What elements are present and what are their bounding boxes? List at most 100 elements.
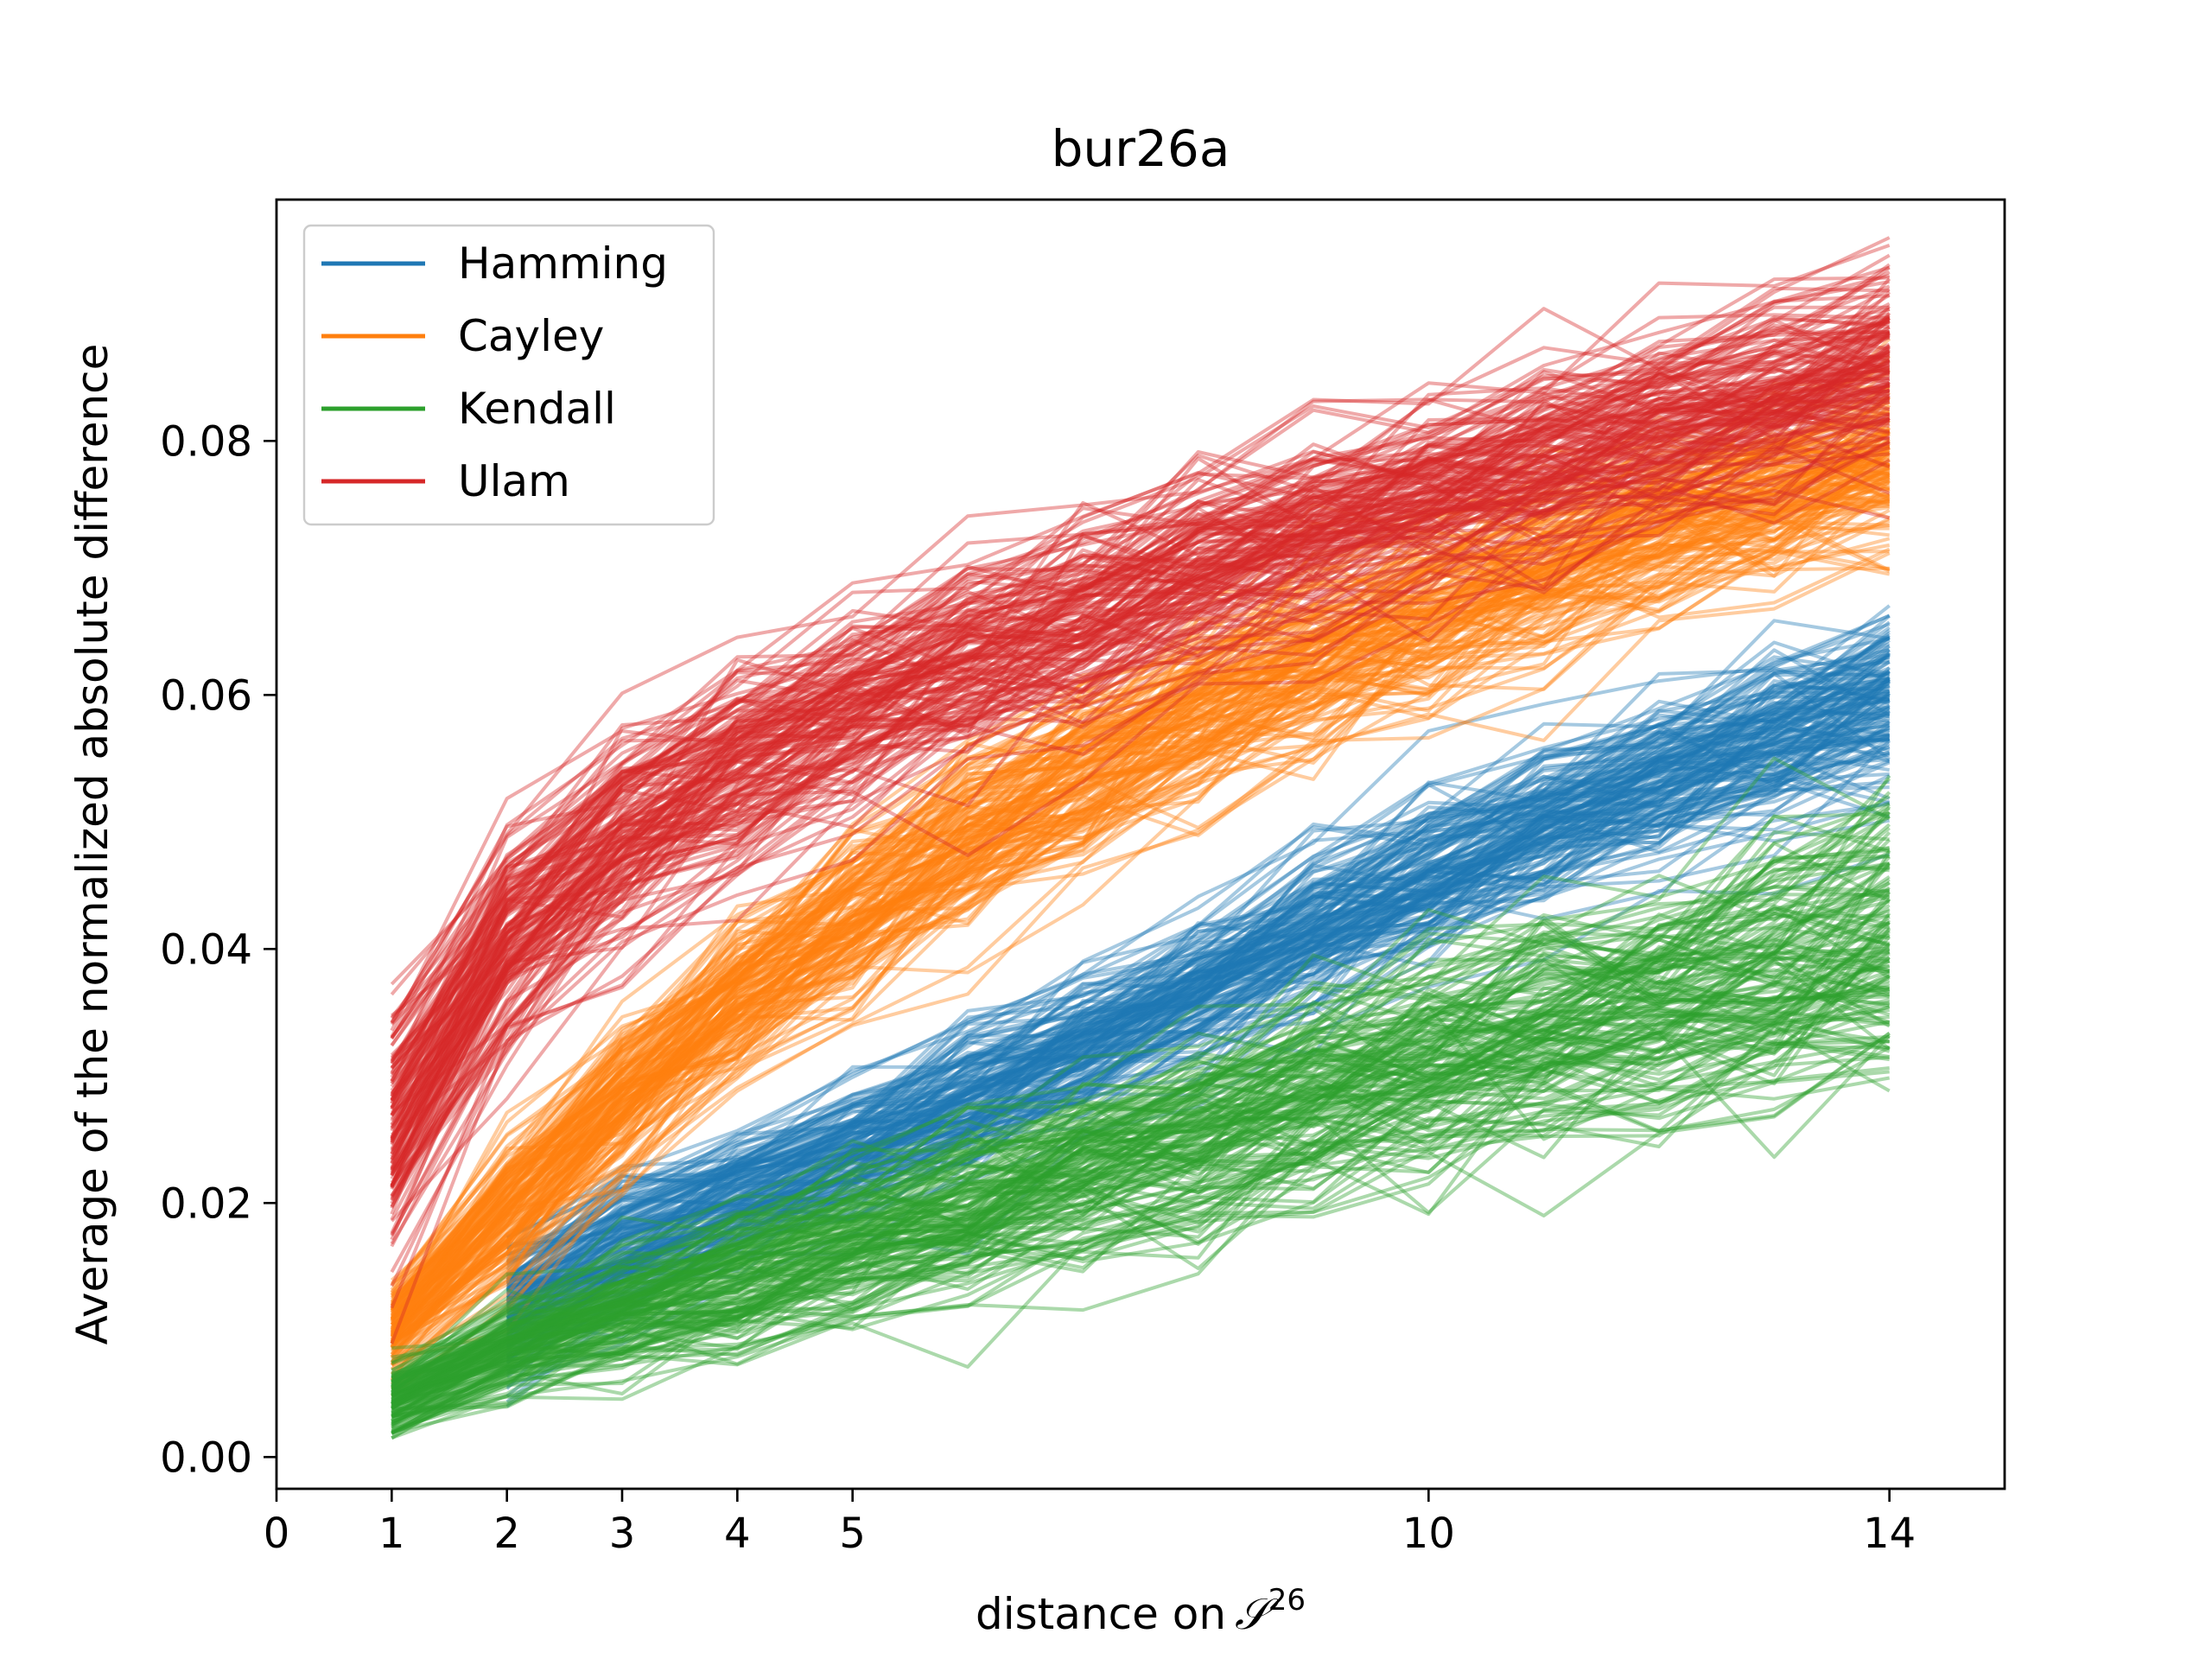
series-line (390, 380, 1891, 1199)
y-axis-label: Average of the normalized absolute diffe… (67, 344, 118, 1345)
series-line (505, 715, 1891, 1390)
series-line (390, 441, 1891, 1318)
series-line (390, 265, 1891, 1032)
series-line (505, 670, 1891, 1319)
series-line (506, 736, 1890, 1289)
y-tick-label: 0.04 (160, 925, 252, 974)
series-line (505, 677, 1891, 1306)
series-line (390, 337, 1891, 1286)
series-line (390, 342, 1891, 1140)
series-line (391, 958, 1891, 1411)
series-line (390, 412, 1890, 1236)
x-tick-label: 5 (839, 1510, 866, 1558)
series-line (390, 382, 1891, 1126)
series-line (391, 918, 1891, 1411)
series-line (505, 690, 1890, 1286)
series-line (391, 960, 1891, 1418)
series-line (390, 396, 1891, 1345)
series-line (391, 517, 1891, 1341)
series-line (390, 430, 1891, 1332)
series-line (390, 365, 1890, 1063)
series-line (390, 440, 1891, 1322)
series-line (391, 899, 1891, 1380)
series-line (390, 498, 1891, 1329)
series-line (391, 376, 1890, 1060)
series-line (390, 400, 1891, 1312)
series-line (390, 437, 1891, 1310)
series-line (390, 359, 1891, 1161)
series-line (391, 992, 1890, 1434)
series-line (391, 546, 1891, 1366)
series-line (390, 349, 1891, 1152)
series-line (506, 721, 1891, 1301)
series-line (506, 705, 1890, 1304)
series-line (390, 351, 1891, 1187)
series-line (390, 444, 1891, 1287)
x-axis-label-superscript: 26 (1268, 1583, 1306, 1618)
series-line (391, 494, 1890, 1351)
series-line (390, 502, 1890, 1333)
series-line (391, 442, 1891, 1326)
series-line (391, 912, 1891, 1425)
series-line (391, 861, 1891, 1397)
series-line (506, 699, 1891, 1293)
series-line (391, 930, 1891, 1410)
series-line (391, 912, 1891, 1406)
series-line (391, 550, 1890, 1371)
series-line (390, 294, 1890, 986)
series-line (390, 520, 1890, 1344)
series-line (505, 666, 1891, 1279)
series-line (390, 476, 1891, 1345)
series-line (391, 838, 1891, 1385)
series-line (390, 372, 1891, 1312)
series-line (390, 396, 1891, 1297)
series-line (391, 928, 1891, 1398)
series-line (390, 547, 1891, 1350)
series-line (390, 458, 1891, 1223)
series-line (390, 383, 1891, 1287)
series-line (390, 389, 1890, 1057)
series-line (390, 312, 1891, 1143)
series-line (391, 894, 1891, 1351)
series-line (391, 451, 1891, 1319)
series-line (391, 1013, 1891, 1435)
series-line (390, 320, 1891, 1110)
series-line (505, 779, 1891, 1365)
series-line (390, 391, 1891, 1350)
series-line (390, 253, 1891, 1062)
series-line (390, 457, 1891, 1334)
y-axis: 0.00 0.02 0.04 0.06 0.08 (160, 417, 276, 1482)
series-line (390, 325, 1891, 996)
series-line (505, 655, 1890, 1268)
series-line (391, 894, 1891, 1390)
series-line (391, 866, 1890, 1391)
series-line (390, 427, 1891, 1307)
series-line (391, 955, 1890, 1395)
series-line (391, 452, 1890, 1317)
series-line (506, 604, 1891, 1263)
series-line (505, 818, 1891, 1398)
series-line (391, 953, 1891, 1418)
series-line (390, 481, 1890, 1342)
series-line (391, 1001, 1891, 1414)
series-line (391, 378, 1890, 1136)
series-line (391, 982, 1891, 1405)
series-line (391, 849, 1891, 1403)
series-line (390, 480, 1891, 1382)
series-line (391, 441, 1891, 1344)
series-line (390, 331, 1891, 1176)
series-line (390, 421, 1890, 1215)
series-line (505, 708, 1891, 1313)
series-line (391, 429, 1890, 1320)
series-line (505, 679, 1891, 1285)
series-line (390, 810, 1891, 1389)
series-line (506, 655, 1891, 1250)
series-line (390, 391, 1891, 1138)
series-line (390, 384, 1891, 1103)
series-line (391, 950, 1891, 1405)
series-line (390, 368, 1890, 1160)
series-line (390, 377, 1890, 1088)
series-line (505, 644, 1891, 1291)
series-line (505, 648, 1891, 1251)
